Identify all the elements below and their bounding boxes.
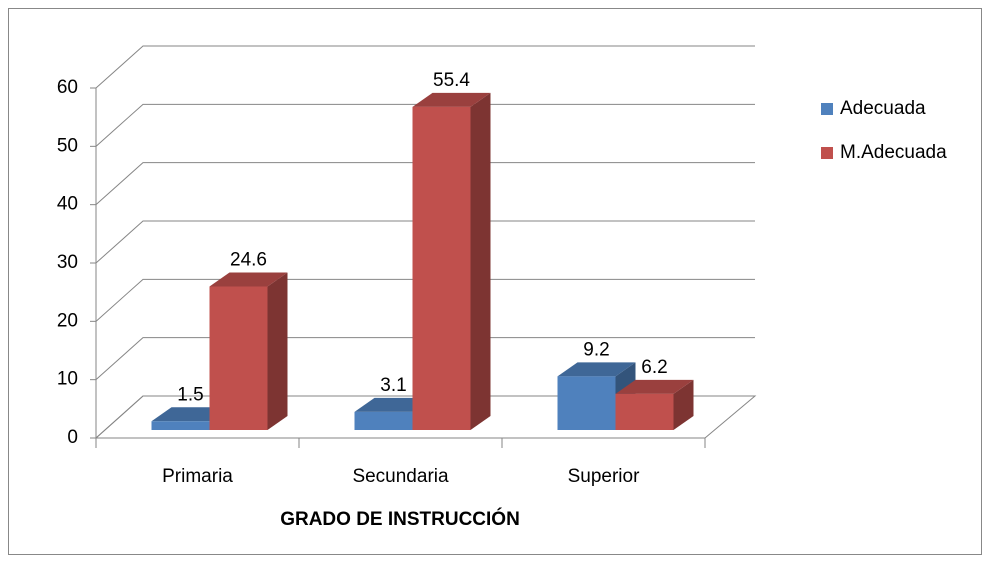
grid-line <box>95 162 755 206</box>
value-label: 1.5 <box>177 384 203 405</box>
bar <box>354 411 413 430</box>
bar-side <box>267 272 288 430</box>
value-label: 9.2 <box>583 339 609 360</box>
y-tick-label: 20 <box>57 310 78 331</box>
grid-line <box>95 395 755 439</box>
value-label: 55.4 <box>433 70 470 91</box>
value-label: 6.2 <box>641 357 667 378</box>
x-tick-label: Secundaria <box>352 466 449 487</box>
value-label: 3.1 <box>380 375 406 396</box>
bar <box>412 106 471 430</box>
y-tick-label: 0 <box>67 427 78 448</box>
grid-line <box>95 278 755 322</box>
bar-top <box>615 379 694 394</box>
bar <box>209 286 268 430</box>
x-axis-title: GRADO DE INSTRUCCIÓN <box>280 508 520 530</box>
bar-top <box>557 362 636 377</box>
chart-border <box>8 8 982 555</box>
bar <box>557 376 616 430</box>
bar-top <box>209 272 288 287</box>
y-tick-label: 40 <box>57 194 78 215</box>
bar-side <box>673 379 694 430</box>
value-label: 24.6 <box>230 250 267 271</box>
legend-swatch <box>821 103 833 115</box>
grid-line <box>95 103 755 147</box>
x-tick-label: Primaria <box>162 466 233 487</box>
grid-line <box>95 337 755 381</box>
y-tick-label: 60 <box>57 77 78 98</box>
bar-side <box>470 92 491 430</box>
bar <box>615 393 674 430</box>
legend-label: M.Adecuada <box>840 142 947 163</box>
grid-line <box>95 45 755 89</box>
y-tick-label: 50 <box>57 135 78 156</box>
bar <box>151 421 210 430</box>
bar-top <box>412 92 491 107</box>
x-tick-label: Superior <box>568 466 640 487</box>
grid-line <box>95 220 755 264</box>
y-tick-label: 30 <box>57 252 78 273</box>
y-tick-label: 10 <box>57 369 78 390</box>
legend-label: Adecuada <box>840 98 926 119</box>
legend-swatch <box>821 147 833 159</box>
